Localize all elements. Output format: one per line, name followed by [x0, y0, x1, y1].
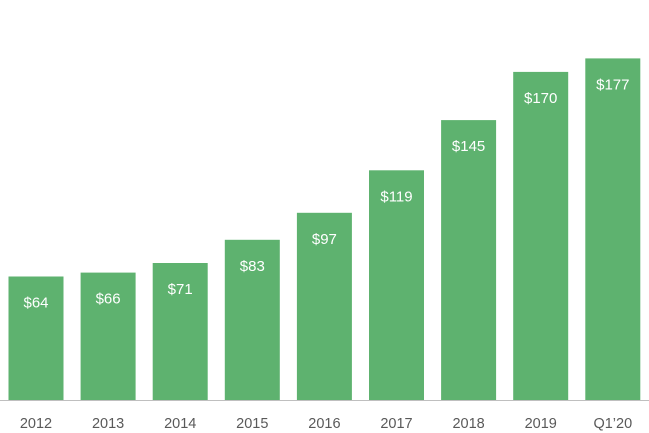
x-tick-label-7: 2019 [525, 416, 557, 432]
x-tick-label-0: 2012 [20, 416, 52, 432]
data-label-1: $66 [96, 291, 121, 308]
bars-group: $64 $66 $71 $83 $97 $119 $145 $170 $177 [8, 58, 641, 401]
bar-7 [513, 71, 569, 401]
data-label-6: $145 [452, 138, 485, 155]
data-label-2: $71 [168, 281, 193, 298]
x-tick-label-4: 2016 [308, 416, 340, 432]
bar-5 [369, 170, 424, 400]
data-label-4: $97 [312, 231, 337, 248]
data-label-7: $170 [524, 90, 557, 107]
bar-3 [224, 239, 280, 400]
bar-6 [441, 120, 497, 400]
x-tick-label-8: Q1’20 [593, 416, 632, 432]
x-tick-label-3: 2015 [236, 416, 268, 432]
bar-4 [296, 212, 352, 400]
bar-8 [585, 58, 641, 401]
x-tick-labels: 2012 2013 2014 2015 2016 2017 2018 2019 Q1’20 [20, 416, 632, 432]
data-label-0: $64 [23, 295, 48, 312]
data-label-3: $83 [240, 258, 265, 275]
bar-0 [8, 276, 64, 400]
x-tick-label-2: 2014 [164, 416, 196, 432]
bar-2 [152, 263, 208, 400]
x-tick-label-1: 2013 [92, 416, 124, 432]
data-label-5: $119 [380, 188, 412, 205]
x-tick-label-5: 2017 [380, 416, 412, 432]
data-label-8: $177 [596, 76, 629, 93]
x-tick-label-6: 2018 [452, 416, 484, 432]
bar-1 [80, 272, 136, 400]
